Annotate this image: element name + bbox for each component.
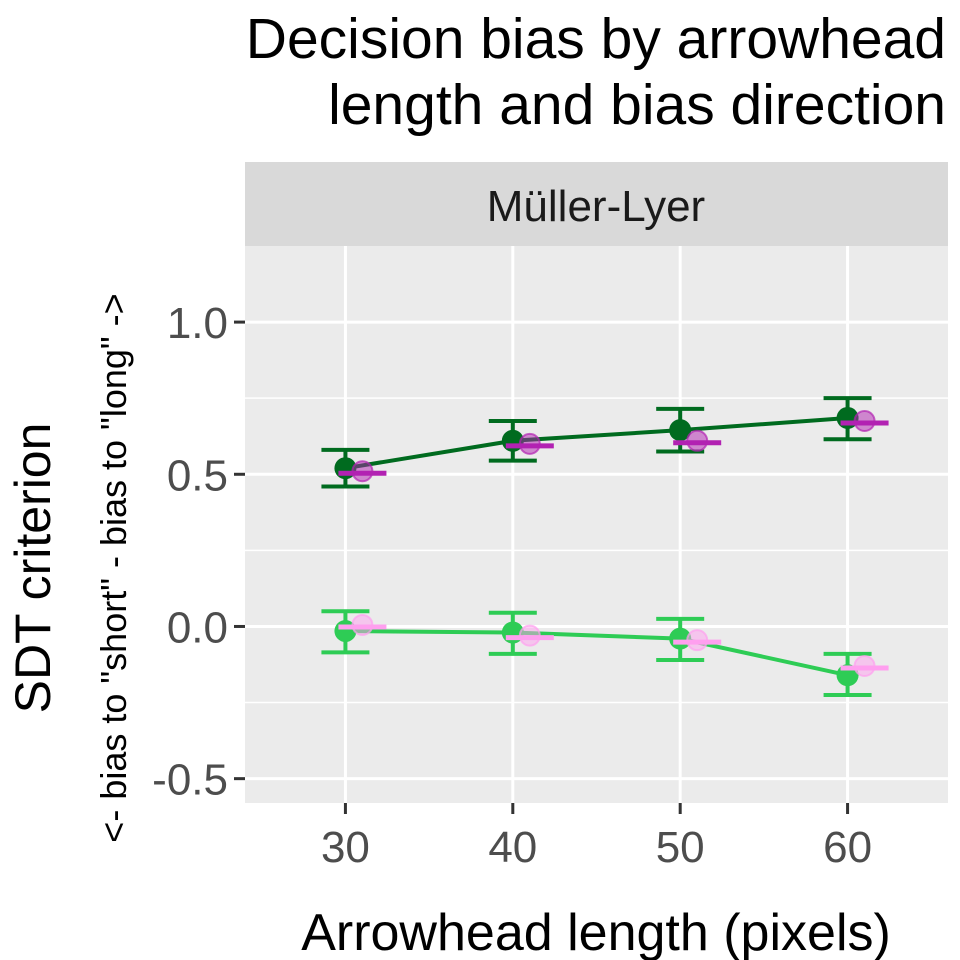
chart-title-line-2: length and bias direction [328,73,946,137]
y-axis-title: SDT criterion [5,423,61,714]
series-2 [338,410,889,483]
series-layer [321,396,889,697]
predicted-point [853,410,876,433]
predicted-point [853,655,876,678]
y-axis-subtitle: <- bias to "short" - bias to "long" -> [93,293,134,842]
predicted-point [686,629,709,652]
x-tick-label: 50 [656,823,705,872]
series-line [345,629,848,678]
predicted-point [518,624,541,647]
data-point [669,419,692,442]
chart-title-line-1: Decision bias by arrowhead [246,7,946,71]
plot-panel [245,246,948,803]
predicted-point [351,460,374,483]
predicted-point [518,432,541,455]
grid-layer [245,246,948,803]
series-3 [338,613,889,678]
x-tick-label: 30 [321,823,370,872]
y-tick-label: 0.0 [167,603,228,652]
axis-layer: 1.0 0.5 0.0 -0.5 30 40 50 60 [152,299,872,872]
series-line [345,415,848,471]
x-axis-title: Arrowhead length (pixels) [301,904,891,960]
x-tick-label: 40 [488,823,537,872]
x-tick-label: 60 [823,823,872,872]
y-tick-label: 0.5 [167,451,228,500]
y-tick-label: 1.0 [167,299,228,348]
predicted-point [686,429,709,452]
y-tick-label: -0.5 [152,756,228,805]
facet-label: Müller-Lyer [487,182,705,231]
predicted-point [351,613,374,636]
facet-strip [245,162,948,246]
